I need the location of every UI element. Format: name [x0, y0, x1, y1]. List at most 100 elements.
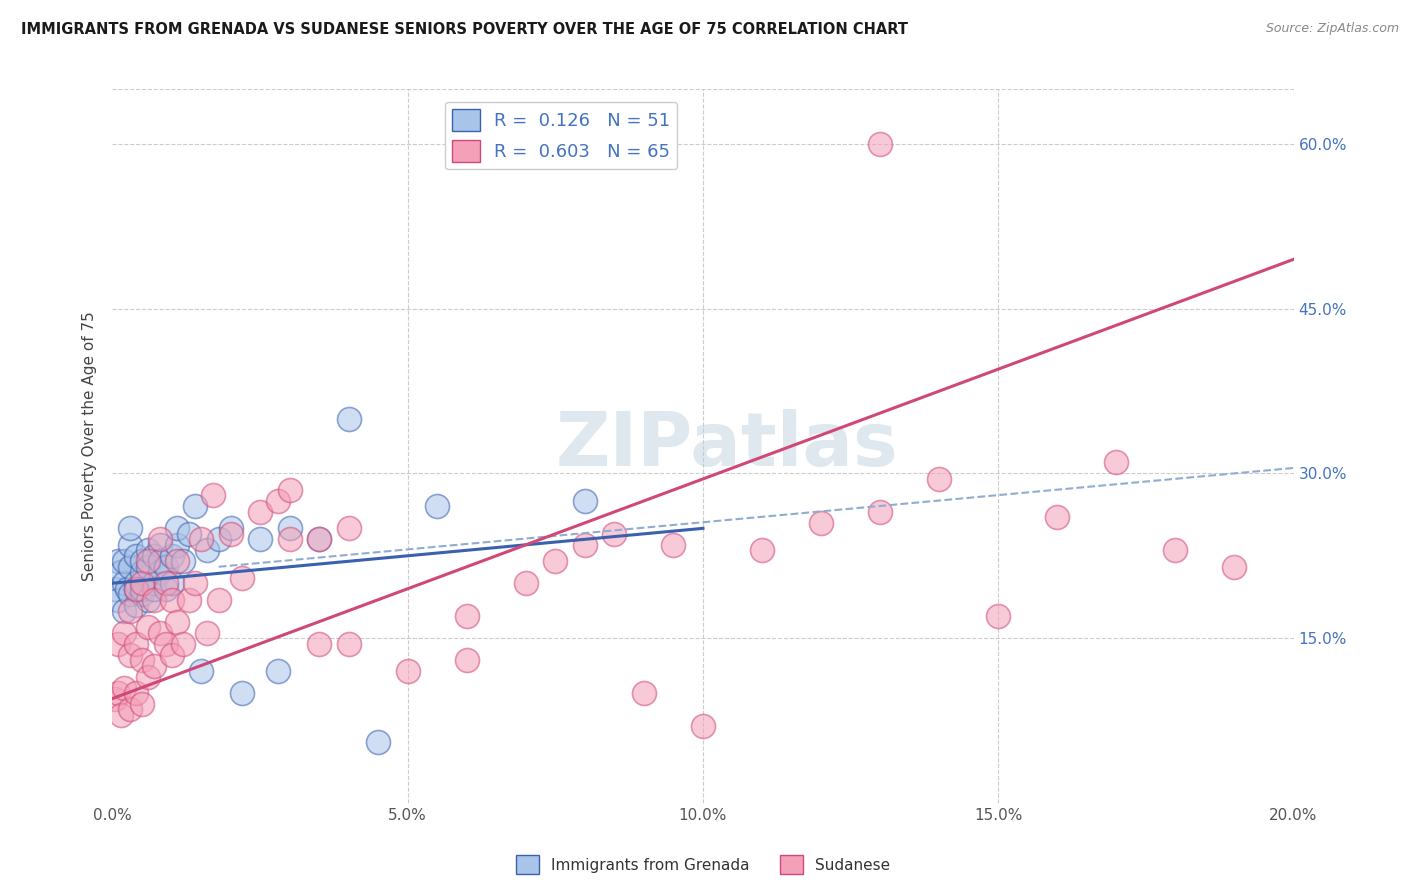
- Point: [104, 691, 127, 706]
- Point: [179, 592, 201, 607]
- Point: [120, 648, 142, 662]
- Point: [110, 566, 132, 580]
- Point: [249, 533, 271, 547]
- Point: [149, 566, 172, 580]
- Point: [142, 658, 165, 673]
- Point: [125, 598, 148, 612]
- Point: [125, 582, 148, 596]
- Point: [107, 637, 129, 651]
- Point: [136, 592, 159, 607]
- Point: [367, 735, 389, 749]
- Point: [278, 533, 301, 547]
- Point: [125, 637, 148, 651]
- Point: [928, 472, 950, 486]
- Legend: Immigrants from Grenada, Sudanese: Immigrants from Grenada, Sudanese: [509, 849, 897, 880]
- Point: [160, 592, 183, 607]
- Point: [308, 533, 330, 547]
- Point: [1164, 543, 1187, 558]
- Point: [120, 587, 142, 601]
- Point: [136, 669, 159, 683]
- Point: [278, 483, 301, 497]
- Point: [149, 538, 172, 552]
- Point: [267, 664, 290, 678]
- Point: [112, 681, 135, 695]
- Point: [172, 637, 194, 651]
- Point: [544, 554, 567, 568]
- Point: [131, 582, 153, 596]
- Point: [337, 411, 360, 425]
- Point: [267, 494, 290, 508]
- Point: [1105, 455, 1128, 469]
- Point: [149, 533, 172, 547]
- Point: [110, 708, 132, 723]
- Point: [456, 609, 478, 624]
- Point: [456, 653, 478, 667]
- Point: [131, 653, 153, 667]
- Point: [149, 554, 172, 568]
- Point: [142, 582, 165, 596]
- Point: [160, 576, 183, 591]
- Point: [166, 554, 188, 568]
- Point: [692, 719, 714, 733]
- Text: IMMIGRANTS FROM GRENADA VS SUDANESE SENIORS POVERTY OVER THE AGE OF 75 CORRELATI: IMMIGRANTS FROM GRENADA VS SUDANESE SENI…: [21, 22, 908, 37]
- Point: [1223, 559, 1246, 574]
- Point: [131, 576, 153, 591]
- Point: [869, 505, 891, 519]
- Point: [131, 566, 153, 580]
- Point: [120, 538, 142, 552]
- Point: [426, 500, 449, 514]
- Point: [142, 592, 165, 607]
- Point: [155, 559, 177, 574]
- Point: [208, 533, 231, 547]
- Point: [160, 648, 183, 662]
- Point: [179, 526, 201, 541]
- Point: [112, 625, 135, 640]
- Point: [125, 582, 148, 596]
- Point: [184, 576, 207, 591]
- Point: [195, 625, 218, 640]
- Point: [166, 538, 188, 552]
- Point: [112, 576, 135, 591]
- Point: [160, 549, 183, 563]
- Point: [208, 592, 231, 607]
- Point: [308, 637, 330, 651]
- Point: [574, 538, 596, 552]
- Point: [120, 559, 142, 574]
- Point: [142, 576, 165, 591]
- Point: [166, 521, 188, 535]
- Point: [810, 516, 832, 530]
- Point: [308, 533, 330, 547]
- Point: [155, 582, 177, 596]
- Point: [149, 625, 172, 640]
- Point: [184, 500, 207, 514]
- Point: [515, 576, 537, 591]
- Point: [136, 620, 159, 634]
- Point: [633, 686, 655, 700]
- Point: [190, 664, 212, 678]
- Point: [219, 521, 242, 535]
- Point: [131, 697, 153, 711]
- Point: [120, 702, 142, 716]
- Point: [107, 686, 129, 700]
- Point: [142, 549, 165, 563]
- Point: [112, 604, 135, 618]
- Text: ZIPatlas: ZIPatlas: [555, 409, 898, 483]
- Point: [131, 554, 153, 568]
- Point: [120, 604, 142, 618]
- Point: [120, 521, 142, 535]
- Point: [136, 554, 159, 568]
- Point: [231, 571, 253, 585]
- Point: [117, 582, 138, 596]
- Point: [201, 488, 224, 502]
- Point: [249, 505, 271, 519]
- Point: [104, 582, 127, 596]
- Point: [155, 637, 177, 651]
- Point: [987, 609, 1010, 624]
- Point: [1046, 510, 1069, 524]
- Point: [662, 538, 685, 552]
- Point: [172, 554, 194, 568]
- Point: [278, 521, 301, 535]
- Point: [112, 554, 135, 568]
- Point: [195, 543, 218, 558]
- Y-axis label: Seniors Poverty Over the Age of 75: Seniors Poverty Over the Age of 75: [82, 311, 97, 581]
